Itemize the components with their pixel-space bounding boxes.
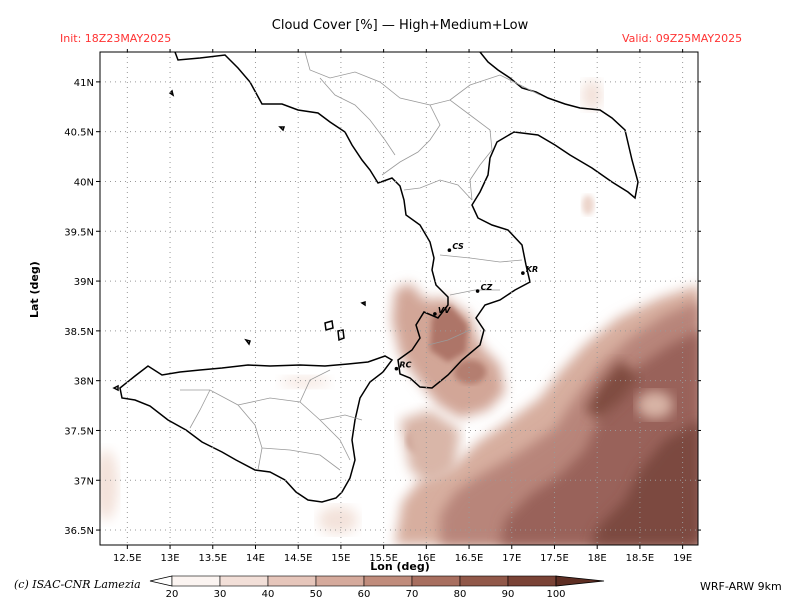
lon-tick-label: 15.5E [369,553,398,564]
cloud-patch-puglia [582,195,594,215]
lat-tick-label: 40.5N [64,128,94,139]
colorbar-label: 50 [310,589,323,600]
ustica-island [244,338,251,346]
city-label-cz: CZ [481,283,493,292]
axis-ticks: 12.5E 13E 13.5E 14E 14.5E 15E 15.5E 16E 16.5E 17E… [64,49,701,564]
colorbar-segment [411,575,461,587]
border-calabria-north [403,179,473,201]
cloud-band-core-2 [585,360,640,420]
cloud-patch-sw [100,450,118,520]
lat-tick-label: 40N [74,177,94,188]
city-label-cs: CS [452,242,464,251]
colorbar-segment [267,575,317,587]
lat-tick-label: 36.5N [64,526,94,537]
lon-tick-label: 13E [161,553,180,564]
lon-tick-label: 16E [417,553,436,564]
lat-tick-label: 37.5N [64,426,94,437]
vulcano-island [337,329,345,342]
colorbar-segment [507,575,557,587]
colorbar: 20 30 40 50 60 70 80 90 100 [149,575,605,600]
border-campania-molise [304,52,441,176]
colorbar-arrow-left [149,575,173,587]
colorbar-segment [315,575,365,587]
colorbar-label: 70 [406,589,419,600]
border-sicily-provinces-2 [237,397,351,461]
cloud-patch-ne [582,80,602,110]
colorbar-arrow-right [555,575,605,587]
cloud-gap [637,391,673,419]
cloud-patch-sicily [280,376,330,388]
y-axis-label: Lat (deg) [28,261,41,318]
chart-title: Cloud Cover [%] — High+Medium+Low [271,18,529,33]
border-sicily-provinces-4 [189,389,341,471]
ventotene-island [168,89,175,97]
city-label-rc: RC [399,361,411,370]
cloud-ionian-trail [400,410,460,485]
colorbar-segment [363,575,413,587]
admin-borders [180,52,541,471]
lon-tick-label: 14E [246,553,265,564]
colorbar-label: 20 [166,589,179,600]
valid-time-label: Valid: 09Z25MAY2025 [622,32,743,45]
lon-tick-label: 17E [502,553,521,564]
border-basilicata [429,99,493,201]
city-label-kr: KR [526,265,538,274]
cloud-cover-field [100,80,698,545]
lat-tick-label: 37N [74,476,94,487]
city-dot-cz [475,289,480,293]
x-axis-label: Lon (deg) [370,560,430,573]
city-dot-rc [394,366,399,371]
lipari-island [324,320,334,331]
city-dot-vv [433,312,437,316]
coastlines [112,52,639,503]
lon-tick-label: 12.5E [113,553,142,564]
colorbar-segment [171,575,221,587]
italy-mainland-coast [174,52,639,389]
lat-tick-label: 41N [74,78,94,89]
lon-tick-label: 13.5E [198,553,227,564]
border-puglia [449,74,541,101]
capri-island [278,126,286,132]
stromboli-island [360,300,366,307]
city-dot-kr [521,271,525,275]
lat-tick-label: 38.5N [64,327,94,338]
model-label: WRF-ARW 9km [700,580,782,593]
colorbar-label: 80 [454,589,467,600]
grid-lines [100,52,698,545]
city-dot-cs [447,248,452,252]
colorbar-segment [459,575,509,587]
lon-tick-label: 15E [331,553,350,564]
lon-tick-label: 16.5E [455,553,484,564]
border-campania-inner [319,77,396,156]
cloud-band-core [590,421,698,545]
colorbar-label: 30 [214,589,227,600]
city-markers: CS KR CZ VV RC [394,242,538,371]
map-frame [99,51,699,546]
cloud-calabria-core [430,305,468,362]
init-time-label: Init: 18Z23MAY2025 [60,32,172,45]
lat-tick-label: 38N [74,377,94,388]
colorbar-label: 90 [502,589,515,600]
city-label-vv: VV [438,306,451,315]
border-sicily-provinces-3 [299,369,363,421]
lon-tick-label: 14.5E [284,553,313,564]
lon-tick-label: 19E [673,553,692,564]
colorbar-label: 40 [262,589,275,600]
colorbar-label: 100 [546,589,565,600]
cloud-calabria-spot [454,360,486,384]
lon-tick-label: 17.5E [540,553,569,564]
lat-tick-label: 39.5N [64,227,94,238]
cloud-patch-s [318,506,358,534]
egadi-island [112,384,119,392]
border-sicily-provinces-1 [180,389,263,471]
sicily-coast [119,355,394,503]
lat-tick-label: 39N [74,277,94,288]
border-calabria-provinces [427,254,523,346]
colorbar-segment [219,575,269,587]
lon-tick-label: 18.5E [626,553,655,564]
colorbar-label: 60 [358,589,371,600]
lon-tick-label: 18E [588,553,607,564]
credit-label: (c) ISAC-CNR Lamezia [14,578,141,591]
